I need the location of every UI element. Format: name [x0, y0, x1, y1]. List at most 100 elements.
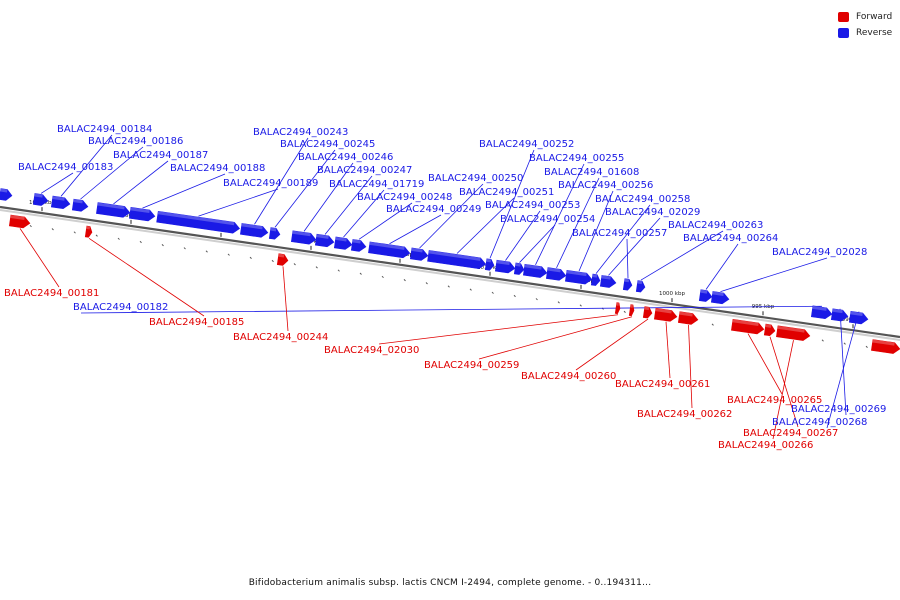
minor-tick — [821, 339, 824, 342]
minor-tick — [293, 263, 296, 266]
gene-arrow — [522, 263, 548, 278]
gene-arrow — [268, 227, 281, 240]
gene-unlabeled — [871, 339, 900, 354]
legend-forward: Forward — [838, 9, 892, 25]
gene-label: BALAC2494_00188 — [170, 163, 265, 174]
minor-tick — [51, 228, 54, 231]
gene-arrow — [484, 258, 495, 271]
leader-line — [556, 177, 600, 269]
gene-BALAC2494_00183 — [32, 193, 49, 206]
leader-line — [826, 311, 860, 429]
gene-label: BALAC2494_00243 — [253, 127, 348, 138]
leader-line — [419, 183, 484, 249]
gene-BALAC2494_00187 — [96, 202, 131, 218]
leader-line — [578, 190, 614, 272]
gene-arrow — [677, 311, 699, 325]
gene-arrow — [710, 291, 730, 305]
gene-arrow — [494, 259, 516, 274]
leader-line — [80, 146, 144, 200]
gene-highlight — [278, 253, 285, 258]
leader-line — [665, 321, 671, 379]
leader-line — [608, 217, 661, 276]
gene-highlight — [777, 325, 805, 333]
minor-tick — [865, 345, 868, 348]
gene-highlight — [369, 241, 405, 250]
legend: Forward Reverse — [838, 9, 892, 41]
gene-BALAC2494_01719 — [333, 236, 353, 250]
gene-BALAC2494_00264 — [698, 289, 713, 302]
leader-line — [456, 197, 515, 254]
gene-highlight — [411, 247, 423, 253]
gene-highlight — [765, 324, 772, 328]
gene-BALAC2494_00246 — [290, 230, 317, 245]
gene-arrow — [368, 241, 411, 259]
backbone-line — [0, 205, 900, 339]
leader-line — [303, 162, 354, 232]
minor-tick — [271, 259, 274, 263]
leader-line — [595, 204, 651, 274]
gene-label: BALAC2494_00267 — [743, 428, 838, 439]
gene-highlight — [157, 211, 235, 226]
gene-BALAC2494_02030 — [614, 302, 621, 315]
gene-BALAC2494_00181 — [8, 214, 31, 229]
gene-label: BALAC2494_00268 — [772, 417, 867, 428]
minor-tick — [843, 342, 846, 345]
leader-line — [489, 149, 535, 259]
gene-arrow — [276, 253, 289, 266]
minor-tick — [95, 234, 98, 237]
gene-arrow — [830, 308, 849, 322]
minor-tick — [73, 231, 76, 234]
gene-label: BALAC2494_00252 — [479, 139, 574, 150]
gene-label: BALAC2494_00187 — [113, 150, 208, 161]
leader-line — [640, 230, 724, 281]
gene-highlight — [335, 236, 347, 242]
gene-highlight — [10, 215, 25, 220]
gene-highlight — [732, 319, 759, 326]
gene-highlight — [34, 193, 43, 198]
gene-arrow — [240, 223, 269, 238]
gene-label: BALAC2494_00256 — [558, 180, 653, 191]
gene-BALAC2494_00262 — [677, 311, 699, 325]
gene-arrow — [635, 280, 646, 293]
forward-swatch — [838, 12, 849, 22]
gene-arrow — [84, 225, 93, 238]
gene-BALAC2494_00252 — [484, 258, 495, 271]
minor-tick — [403, 279, 406, 282]
gene-label: BALAC2494_00260 — [521, 371, 616, 382]
leader-line — [688, 324, 693, 409]
reverse-swatch — [838, 28, 849, 38]
gene-BALAC2494_00259 — [628, 304, 635, 317]
gene-BALAC2494_00256 — [565, 269, 593, 285]
minor-tick — [513, 294, 516, 298]
gene-BALAC2494_00247 — [314, 233, 335, 248]
minor-tick — [381, 275, 384, 279]
gene-BALAC2494_00266 — [776, 325, 811, 341]
gene-highlight — [679, 311, 693, 317]
gene-highlight — [352, 239, 361, 244]
minor-tick — [359, 272, 362, 275]
gene-arrow — [427, 250, 487, 270]
leader-line — [282, 266, 289, 332]
gene-label: BALAC2494_00253 — [485, 200, 580, 211]
gene-label: BALAC2494_00244 — [233, 332, 328, 343]
gene-arrow — [409, 247, 429, 261]
gene-label: BALAC2494_00257 — [572, 228, 667, 239]
gene-highlight — [630, 304, 633, 308]
gene-label: BALAC2494_00185 — [149, 317, 244, 328]
minor-tick — [425, 282, 428, 285]
gene-arrow — [350, 239, 367, 252]
leader-line — [19, 228, 60, 288]
gene-highlight — [832, 308, 843, 314]
gene-label: BALAC2494_00258 — [595, 194, 690, 205]
gene-BALAC2494_00269 — [830, 308, 849, 322]
gene-arrow — [628, 304, 635, 317]
gene-BALAC2494_02028 — [710, 291, 730, 305]
gene-BALAC2494_00186 — [71, 198, 89, 212]
leader-line — [80, 305, 823, 314]
gene-arrow — [290, 230, 317, 245]
minor-tick — [337, 269, 340, 272]
gene-label: BALAC2494_00255 — [529, 153, 624, 164]
gene-label: BALAC2494_00269 — [791, 404, 886, 415]
gene-BALAC2494_00267 — [763, 323, 776, 337]
gene-label: BALAC2494_00183 — [18, 162, 113, 173]
